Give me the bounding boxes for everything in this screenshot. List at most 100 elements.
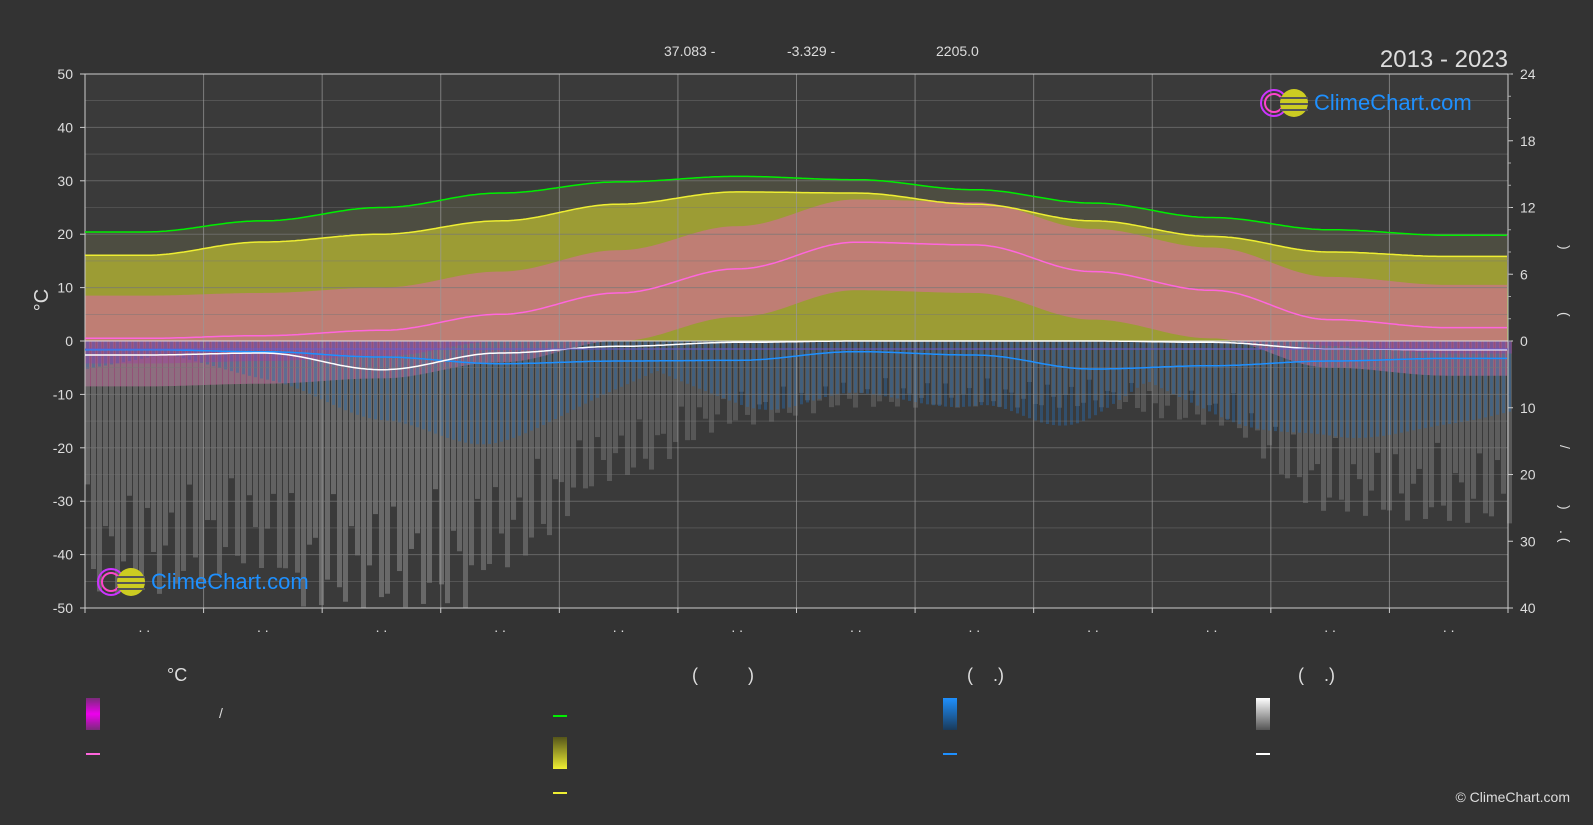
- snow-bar: [1303, 341, 1308, 503]
- cold-range-bar: [469, 341, 474, 344]
- rain-bar: [1262, 341, 1265, 430]
- snow-bar: [1093, 341, 1098, 401]
- snow-bar: [847, 341, 852, 399]
- snow-bar: [1363, 341, 1368, 516]
- rain-bar: [1052, 341, 1055, 426]
- snow-bar: [1411, 341, 1416, 484]
- rain-bar: [296, 341, 299, 389]
- snow-bar: [1495, 341, 1500, 461]
- cold-range-bar: [379, 341, 384, 357]
- snow-bar: [1345, 341, 1350, 512]
- snow-bar: [439, 341, 444, 585]
- snow-bar: [1291, 341, 1296, 435]
- snow-bar: [1015, 341, 1020, 408]
- cold-range-bar: [157, 341, 162, 364]
- rain-bar: [374, 341, 377, 420]
- rain-bar: [506, 341, 509, 440]
- cold-range-bar: [1333, 341, 1338, 347]
- rain-bar: [224, 341, 227, 370]
- snow-bar: [193, 341, 198, 558]
- snow-bar: [1111, 341, 1116, 393]
- brand-logo-bottom[interactable]: ClimeChart.com: [95, 566, 345, 598]
- rain-bar: [1244, 341, 1247, 426]
- cold-range-bar: [385, 341, 390, 356]
- rain-bar: [848, 341, 851, 393]
- snow-bar: [637, 341, 642, 420]
- rain-bar: [1460, 341, 1463, 423]
- snow-bar: [1351, 341, 1356, 465]
- snow-bar: [1447, 341, 1452, 521]
- rain-bar: [806, 341, 809, 403]
- snow-bar: [1045, 341, 1050, 385]
- rain-bar: [794, 341, 797, 406]
- cold-range-bar: [151, 341, 156, 364]
- snow-bar: [247, 341, 252, 496]
- snow-bar: [949, 341, 954, 398]
- rain-bar: [884, 341, 887, 397]
- cold-range-bar: [121, 341, 126, 364]
- month-label: . .: [376, 619, 388, 635]
- snow-bar: [145, 341, 150, 508]
- rain-bar: [824, 341, 827, 398]
- snow-bar: [337, 341, 342, 588]
- cold-range-bar: [445, 341, 450, 348]
- cold-range-bar: [427, 341, 432, 352]
- cold-range-bar: [421, 341, 426, 353]
- year-range: 2013 - 2023: [1379, 46, 1508, 73]
- snow-bar: [667, 341, 672, 460]
- rain-bar: [1346, 341, 1349, 438]
- rain-bar: [1010, 341, 1013, 412]
- snow-bar: [745, 341, 750, 415]
- snow-bar: [385, 341, 390, 594]
- snow-bar: [1453, 341, 1458, 474]
- brand-logo-top[interactable]: ClimeChart.com: [1258, 87, 1508, 119]
- cold-range-bar: [277, 341, 282, 361]
- snow-bar: [1261, 341, 1266, 459]
- left-axis-label: °C: [31, 289, 53, 311]
- cold-range-bar: [1483, 341, 1488, 354]
- rain-bar: [1220, 341, 1223, 418]
- snow-bar: [445, 341, 450, 604]
- cold-range-bar: [409, 341, 414, 355]
- cold-range-bar: [103, 341, 108, 364]
- rain-bar: [530, 341, 533, 431]
- snow-bar: [427, 341, 432, 583]
- rain-bar: [1094, 341, 1097, 416]
- snow-bar: [511, 341, 516, 520]
- rain-bar: [818, 341, 821, 399]
- snow-bar: [373, 341, 378, 515]
- snow-bar: [301, 341, 306, 607]
- rain-bar: [218, 341, 221, 368]
- snow-bar: [661, 341, 666, 434]
- cold-range-bar: [439, 341, 444, 349]
- rain-bar: [308, 341, 311, 394]
- snow-bar: [1087, 341, 1092, 380]
- snow-bar: [241, 341, 246, 564]
- snow-bar: [271, 341, 276, 494]
- snow-bar: [751, 341, 756, 425]
- snow-bar: [817, 341, 822, 401]
- snow-bar: [1327, 341, 1332, 498]
- cold-range-bar: [1507, 341, 1512, 354]
- rain-bar: [542, 341, 545, 426]
- legend-sunshine-swatch: [553, 737, 567, 769]
- rain-bar: [908, 341, 911, 401]
- rain-bar: [476, 341, 479, 445]
- snow-bar: [823, 341, 828, 387]
- rain-bar: [926, 341, 929, 405]
- grid-lines: [84, 73, 1509, 609]
- snow-bar: [163, 341, 168, 546]
- rain-bar: [1400, 341, 1403, 433]
- snow-bar: [1195, 341, 1200, 415]
- rain-bar: [356, 341, 359, 415]
- cold-range-bar: [133, 341, 138, 364]
- cold-range-bar: [457, 341, 462, 346]
- rain-bar: [110, 341, 113, 365]
- rain-bar: [608, 341, 611, 393]
- rain-bar: [740, 341, 743, 405]
- rain-bar: [1298, 341, 1301, 433]
- snow-bar: [1297, 341, 1302, 478]
- month-label: . .: [850, 619, 862, 635]
- rain-bar: [1496, 341, 1499, 415]
